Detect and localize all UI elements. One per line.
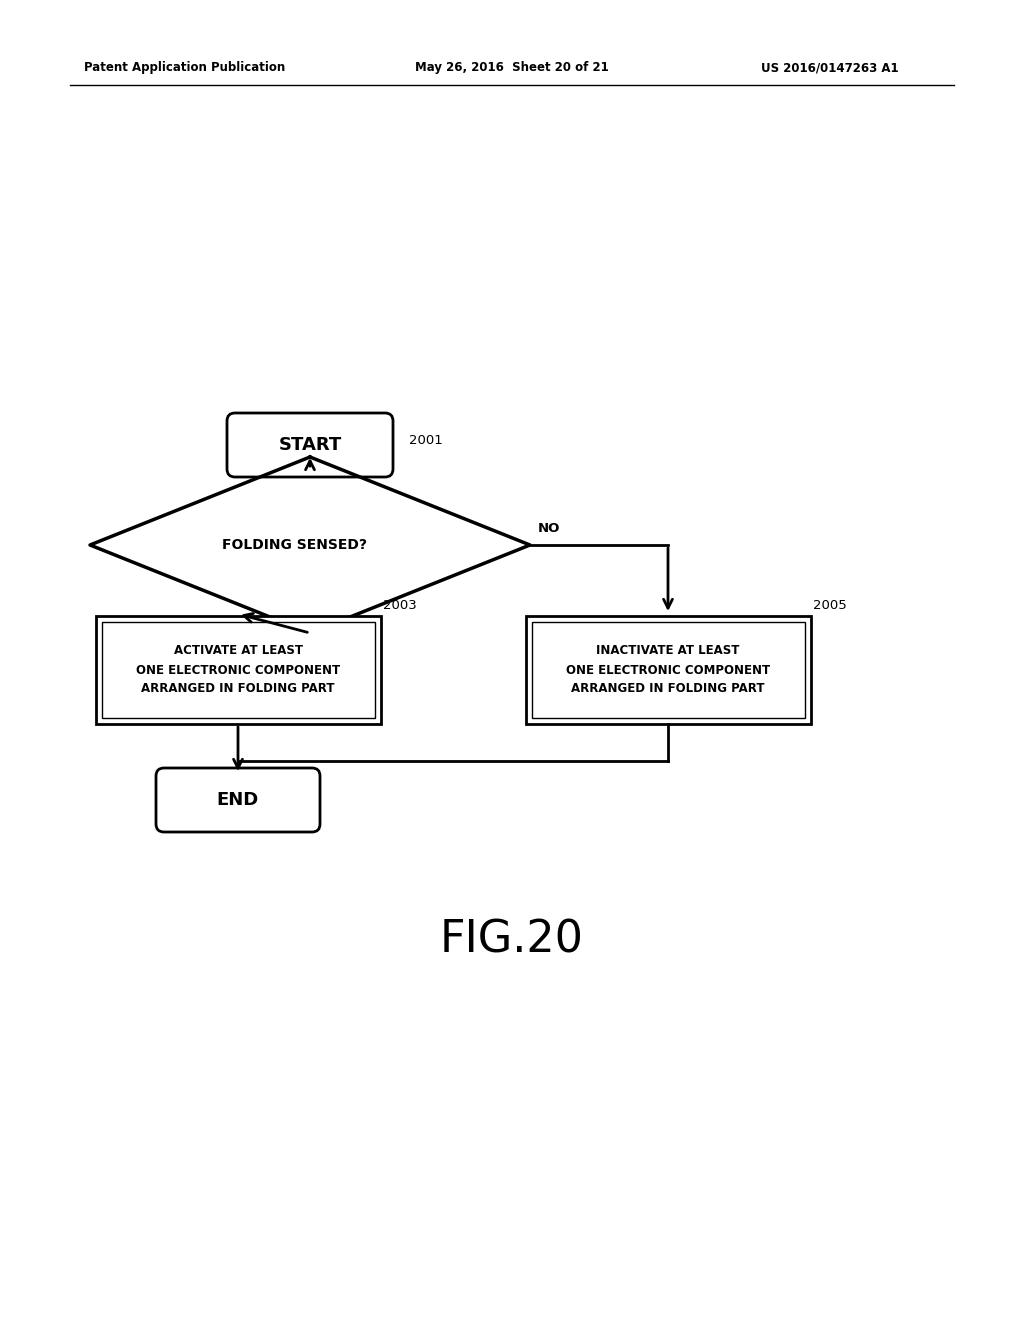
Text: 2003: 2003	[384, 599, 417, 612]
Bar	[95, 616, 381, 723]
Polygon shape	[90, 457, 530, 634]
Text: 2001: 2001	[409, 434, 442, 447]
Text: START: START	[279, 436, 342, 454]
Text: END: END	[217, 791, 259, 809]
FancyBboxPatch shape	[156, 768, 319, 832]
Bar	[531, 622, 805, 718]
Text: US 2016/0147263 A1: US 2016/0147263 A1	[761, 62, 899, 74]
Text: FOLDING SENSED?: FOLDING SENSED?	[222, 539, 368, 552]
Text: NO: NO	[538, 521, 560, 535]
Text: FIG.20: FIG.20	[440, 919, 584, 961]
Text: 2005: 2005	[813, 599, 847, 612]
Text: YES: YES	[319, 642, 348, 653]
Bar	[525, 616, 811, 723]
Bar	[101, 622, 375, 718]
Text: ACTIVATE AT LEAST
ONE ELECTRONIC COMPONENT
ARRANGED IN FOLDING PART: ACTIVATE AT LEAST ONE ELECTRONIC COMPONE…	[136, 644, 340, 696]
FancyBboxPatch shape	[227, 413, 393, 477]
Text: Patent Application Publication: Patent Application Publication	[84, 62, 286, 74]
Text: INACTIVATE AT LEAST
ONE ELECTRONIC COMPONENT
ARRANGED IN FOLDING PART: INACTIVATE AT LEAST ONE ELECTRONIC COMPO…	[566, 644, 770, 696]
Text: May 26, 2016  Sheet 20 of 21: May 26, 2016 Sheet 20 of 21	[415, 62, 609, 74]
